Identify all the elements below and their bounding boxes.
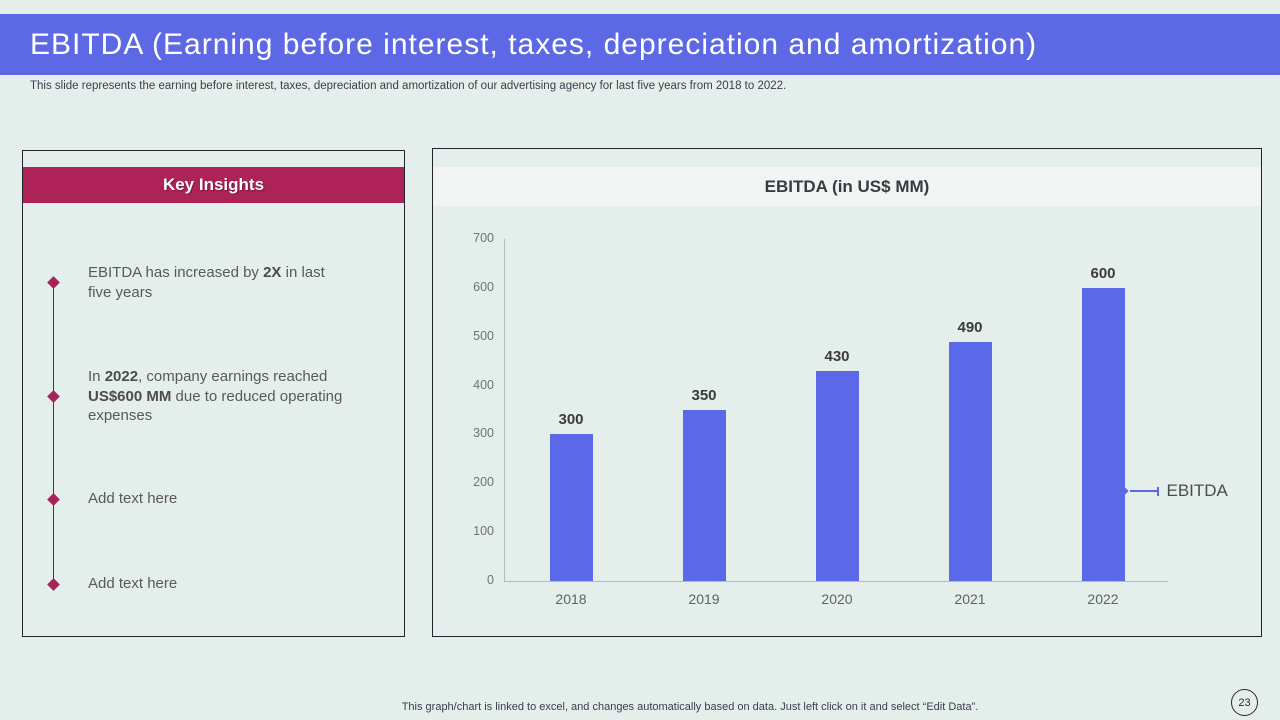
y-axis-tick-label: 200 (473, 475, 494, 490)
bar-2020 (815, 370, 859, 581)
legend-label: EBITDA (1166, 481, 1228, 500)
x-axis-line (504, 581, 1168, 582)
bullet-text: Add text here (88, 575, 178, 592)
bullet-text: EBITDA has increased by 2X in last five … (88, 264, 325, 301)
bar-value-label: 490 (957, 318, 983, 336)
slide-title-banner: EBITDA (Earning before interest, taxes, … (0, 14, 1280, 75)
legend-line (1130, 490, 1157, 492)
x-axis-tick-label: 2018 (555, 591, 587, 607)
y-axis-tick-label: 600 (473, 279, 494, 294)
bar-2021 (948, 341, 992, 581)
y-axis-tick-label: 500 (473, 328, 494, 343)
ebitda-bar-chart: EBITDA 0 100 200 300 400 500 600 700 300 2018 350 2… (433, 149, 1261, 636)
y-axis-tick-label: 300 (473, 426, 494, 441)
x-axis-tick-label: 2021 (954, 591, 986, 607)
slide-title: EBITDA (Earning before interest, taxes, … (30, 27, 1038, 61)
slide-subtitle: This slide represents the earning before… (30, 80, 787, 92)
y-axis-tick-label: 0 (487, 573, 494, 587)
page-number: 23 (1238, 696, 1251, 709)
y-axis-tick-label: 400 (473, 377, 494, 392)
y-axis-tick-label: 100 (473, 524, 494, 539)
chart-title: EBITDA (in US$ MM) (764, 176, 930, 196)
diamond-bullet-icon (46, 577, 60, 591)
key-insights-heading: Key Insights (23, 167, 404, 203)
slide-footnote: This graph/chart is linked to excel, and… (401, 701, 979, 713)
legend-line-tick (1157, 486, 1159, 496)
y-axis-tick-label: 700 (473, 231, 494, 245)
bullet-text: In 2022, company earnings reached US$600… (88, 368, 343, 424)
x-axis-tick-label: 2020 (821, 591, 853, 607)
bar-value-label: 350 (691, 387, 717, 404)
bar-value-label: 300 (558, 411, 584, 429)
bullet-text: Add text here (88, 490, 178, 507)
bar-value-label: 600 (1090, 264, 1116, 282)
bar-2018 (549, 434, 593, 581)
bar-value-label: 430 (824, 347, 850, 365)
chart-title-band: EBITDA (in US$ MM) (433, 167, 1261, 206)
ebitda-chart-panel: EBITDA (in US$ MM) EBITDA 0 100 200 300 400 5… (432, 148, 1262, 637)
x-axis-tick-label: 2022 (1087, 591, 1119, 607)
x-axis-tick-label: 2019 (688, 591, 720, 607)
bar-2019 (682, 410, 726, 581)
diamond-bullet-icon (46, 492, 60, 506)
diamond-bullet-icon (46, 276, 60, 289)
key-insights-heading-label: Key Insights (162, 175, 265, 194)
chart-legend: EBITDA (1117, 481, 1228, 500)
page-number-badge: 23 (1231, 689, 1258, 716)
y-axis-line (504, 239, 505, 582)
key-insights-panel: Key Insights EBITDA has increased by 2X … (22, 150, 405, 637)
bar-2022 (1081, 287, 1125, 581)
bullet-connector-line (52, 282, 54, 584)
diamond-bullet-icon (46, 390, 60, 403)
